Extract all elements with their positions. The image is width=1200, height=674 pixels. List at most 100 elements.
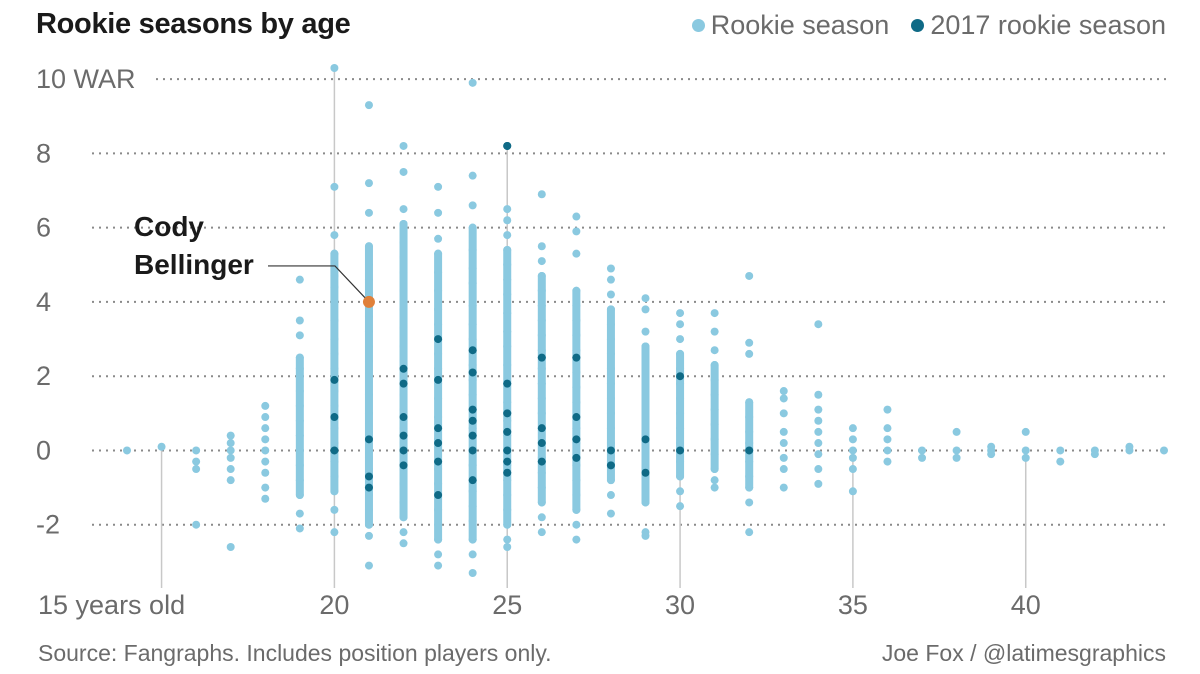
- rookie-point: [606, 264, 615, 273]
- rookie-point: [226, 476, 235, 485]
- rookie-2017-point: [399, 379, 408, 388]
- rookie-point: [779, 453, 788, 462]
- rookie-point: [434, 234, 443, 243]
- rookie-point: [399, 167, 408, 176]
- rookie-point: [641, 531, 650, 540]
- rookie-2017-point: [745, 446, 754, 455]
- rookie-2017-point: [468, 368, 477, 377]
- grid-layer: [92, 78, 1168, 526]
- rookie-point: [606, 509, 615, 518]
- chart-title: Rookie seasons by age: [36, 8, 351, 40]
- rookie-point: [503, 231, 512, 240]
- rookie-2017-point: [399, 461, 408, 470]
- rookie-point: [330, 528, 339, 537]
- legend-item-2017-rookie: 2017 rookie season: [911, 10, 1166, 41]
- rookie-2017-point: [364, 483, 373, 492]
- rookie-point: [952, 453, 961, 462]
- rookie-2017-point: [606, 461, 615, 470]
- rookie-2017-point: [503, 409, 512, 418]
- rookie-2017-point: [503, 427, 512, 436]
- rookie-point: [537, 242, 546, 251]
- rookie-point: [468, 569, 477, 577]
- rookie-point: [710, 346, 719, 355]
- rookie-2017-point: [434, 335, 443, 344]
- highlight-label-line1: Cody: [134, 211, 204, 242]
- rookie-point: [676, 309, 685, 318]
- rookie-point: [710, 327, 719, 336]
- rookie-point: [883, 435, 892, 444]
- rookie-point: [1160, 446, 1168, 455]
- rookie-point: [503, 535, 512, 544]
- rookie-2017-point: [330, 375, 339, 384]
- rookie-2017-point: [676, 372, 685, 381]
- rookie-point: [848, 465, 857, 474]
- rookie-point: [814, 416, 823, 425]
- y-tick-label: 10 WAR: [36, 64, 136, 94]
- rookie-point: [226, 453, 235, 462]
- rookie-point: [261, 494, 270, 503]
- highlight-label-line2: Bellinger: [134, 249, 254, 280]
- rookie-point: [918, 453, 927, 462]
- rookie-point: [779, 387, 788, 396]
- rookie-point: [814, 320, 823, 329]
- rookie-point: [434, 550, 443, 559]
- rookie-point: [295, 316, 304, 325]
- rookie-point: [468, 201, 477, 210]
- rookie-point: [779, 439, 788, 448]
- rookie-point: [364, 179, 373, 188]
- rookie-2017-point: [503, 379, 512, 388]
- rookie-2017-point: [606, 446, 615, 455]
- rookie-2017-point: [537, 353, 546, 362]
- rookie-point: [814, 439, 823, 448]
- rookie-2017-point: [641, 468, 650, 477]
- rookie-point: [330, 505, 339, 514]
- rookie-2017-point: [537, 439, 546, 448]
- rookie-2017-point: [399, 446, 408, 455]
- rookie-point: [261, 401, 270, 410]
- legend-dot-2017-rookie-icon: [911, 19, 925, 32]
- rookie-point: [779, 465, 788, 474]
- rookie-point: [710, 309, 719, 318]
- rookie-2017-point: [434, 491, 443, 500]
- rookie-point: [261, 468, 270, 477]
- rookie-point: [883, 446, 892, 455]
- rookie-point: [572, 535, 581, 544]
- rookie-point: [779, 409, 788, 418]
- y-tick-label: 4: [36, 287, 51, 317]
- rookie-point: [1021, 427, 1030, 436]
- rookie-point: [295, 524, 304, 533]
- rookie-point: [226, 431, 235, 440]
- rookie-point: [537, 528, 546, 537]
- rookie-point: [261, 413, 270, 422]
- rookie-2017-point: [399, 413, 408, 422]
- rookie-point: [641, 305, 650, 314]
- rookie-2017-point: [676, 446, 685, 455]
- rookie-point: [468, 171, 477, 180]
- highlight-point: [362, 295, 375, 308]
- rookie-point: [1125, 446, 1134, 455]
- x-tick-label: 30: [665, 590, 695, 620]
- rookie-point: [226, 543, 235, 552]
- rookie-2017-point: [434, 375, 443, 384]
- rookie-point: [503, 216, 512, 225]
- rookie-2017-point: [468, 446, 477, 455]
- rookie-2017-point: [434, 439, 443, 448]
- rookie-point: [434, 561, 443, 570]
- rookie-point: [1021, 446, 1030, 455]
- rookie-point: [606, 290, 615, 299]
- y-tick-label: 6: [36, 213, 51, 243]
- rookie-point: [295, 331, 304, 340]
- rookie-2017-point: [503, 457, 512, 466]
- rookie-2017-point: [572, 353, 581, 362]
- rookie-point: [226, 465, 235, 474]
- rookie-point: [745, 271, 754, 280]
- legend: Rookie season 2017 rookie season: [670, 10, 1166, 41]
- rookie-point: [364, 208, 373, 217]
- rookie-point: [883, 424, 892, 433]
- rookie-point: [848, 487, 857, 496]
- rookie-point: [1090, 450, 1099, 459]
- rookie-2017-point: [468, 431, 477, 440]
- rookie-point: [779, 427, 788, 436]
